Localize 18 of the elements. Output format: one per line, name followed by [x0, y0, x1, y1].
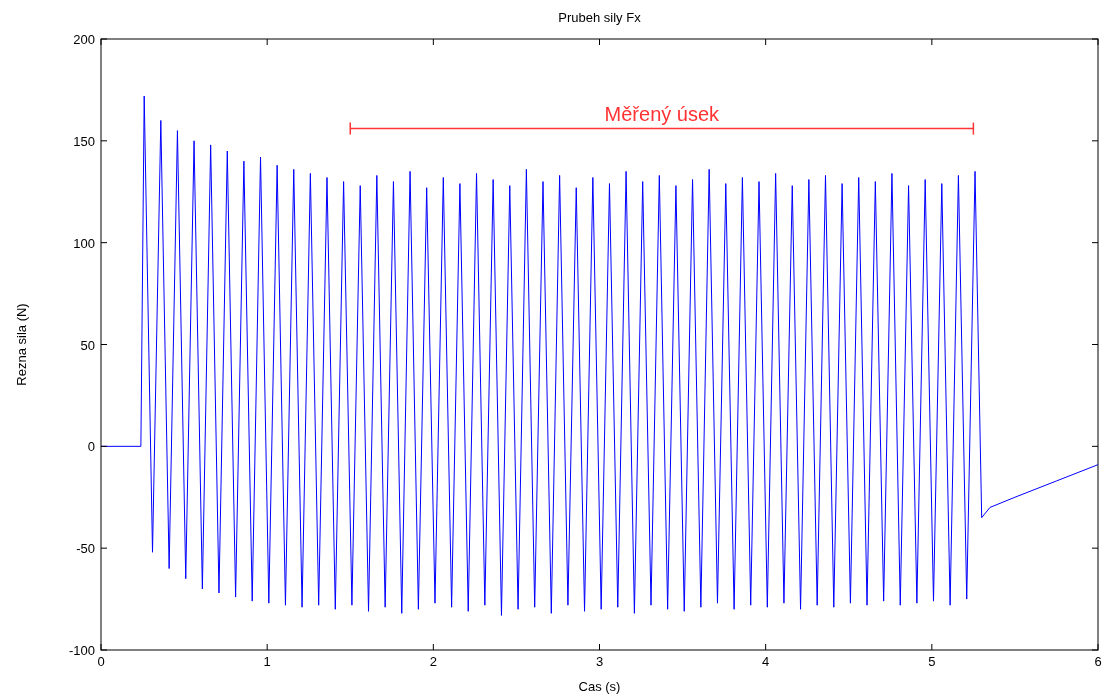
y-tick-label: 150 — [73, 133, 95, 149]
x-axis-title: Cas (s) — [578, 679, 621, 694]
chart-title: Prubeh sily Fx — [558, 10, 642, 25]
x-tick-label: 6 — [1094, 654, 1102, 669]
x-tick-label: 2 — [429, 654, 437, 669]
y-tick-label: 200 — [73, 32, 95, 47]
x-tick-label: 1 — [263, 654, 271, 669]
x-tick-label: 3 — [595, 654, 604, 669]
y-axis-title: Rezna sila (N) — [14, 303, 29, 386]
x-tick-label: 5 — [928, 654, 936, 669]
x-tick-label: 0 — [97, 654, 105, 669]
y-tick-label: 0 — [87, 439, 95, 455]
y-tick-label: 100 — [73, 235, 95, 251]
y-tick-label: -50 — [76, 541, 95, 557]
x-tick-label: 4 — [762, 654, 770, 669]
annotation: Měřený úsek — [604, 102, 721, 125]
y-tick-label: -100 — [68, 643, 95, 658]
y-tick-label: 50 — [80, 337, 95, 353]
